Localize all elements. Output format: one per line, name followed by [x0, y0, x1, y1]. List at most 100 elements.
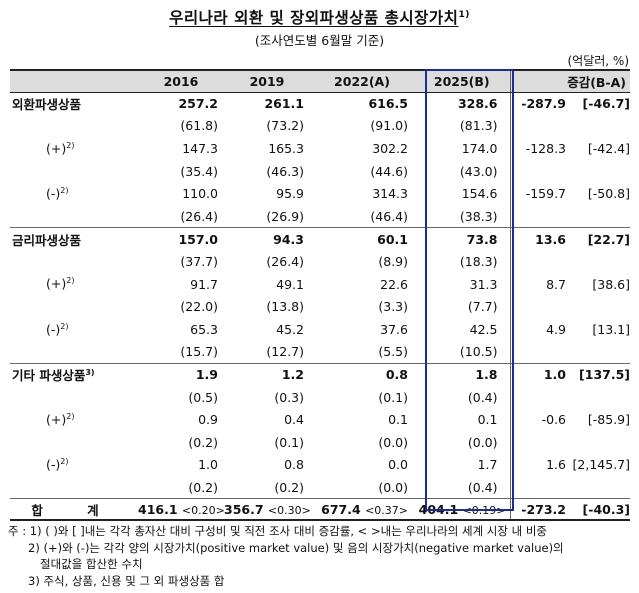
cell-pct [568, 431, 630, 454]
table-row: (26.4) (26.9) (46.4) (38.3) [10, 204, 631, 229]
cell-2016: (35.4) [180, 163, 218, 179]
header-change: 증감(B-A) [509, 69, 631, 93]
cell-diff [509, 159, 568, 183]
cell-2019: (26.4) [266, 253, 304, 269]
cell-2025: 1.8 [475, 367, 498, 383]
total-2022-share: <0.37> [365, 503, 408, 517]
cell-2016: (26.4) [138, 204, 224, 229]
cell-pct [568, 160, 630, 183]
cell-2016: 157.0 [178, 231, 218, 247]
row-label-footnote-mark: 2) [66, 140, 75, 150]
total-2025: 404.1 <0.19> [414, 498, 510, 522]
cell-2022: (0.0) [310, 476, 414, 500]
cell-2016: (0.2) [188, 434, 218, 450]
page-title: 우리나라 외환 및 장외파생상품 총시장가치1) [0, 6, 639, 28]
cell-diff: 13.6 [509, 227, 568, 251]
cell-2016: 0.9 [198, 412, 218, 428]
table-row: (61.8) (73.2) (91.0) (81.3) [10, 114, 630, 138]
cell-2025: (0.0) [467, 434, 498, 450]
row-label: 기타 파생상품3) [10, 363, 138, 386]
cell-2016: 257.2 [178, 96, 218, 112]
header-2025: 2025(B) [414, 69, 510, 93]
cell-diff [509, 476, 568, 500]
cell-2016: (0.5) [188, 389, 218, 405]
cell-2022: (5.5) [310, 340, 414, 364]
cell-2022: 616.5 [368, 96, 408, 112]
cell-2025: (0.4) [467, 389, 498, 405]
cell-pct [568, 295, 630, 318]
row-label: 외환파생상품 [10, 92, 138, 115]
row-label-text: (-) [46, 457, 61, 473]
cell-2025: 1.7 [477, 457, 498, 473]
cell-2025: 42.5 [469, 321, 498, 337]
cell-2022: 302.2 [372, 140, 408, 156]
cell-2022: 0.1 [388, 412, 408, 428]
cell-2019: 94.3 [273, 231, 304, 247]
table-row: (15.7) (12.7) (5.5) (10.5) [10, 340, 631, 364]
total-2022: 677.4 <0.37> [310, 498, 414, 522]
cell-2019: 165.3 [268, 140, 304, 156]
cell-2025: 0.1 [477, 412, 498, 428]
cell-diff [509, 340, 568, 364]
cell-2022: (8.9) [378, 253, 408, 269]
row-label-footnote-mark: 3) [85, 368, 95, 378]
row-label-footnote-mark: 2) [60, 186, 69, 196]
cell-2016: 91.7 [190, 276, 218, 292]
cell-2022: 22.6 [380, 276, 408, 292]
cell-diff [509, 114, 568, 138]
header-2016: 2016 [138, 69, 224, 93]
row-label-text: (+) [46, 276, 67, 292]
cell-2019: (0.3) [274, 389, 304, 405]
row-label-footnote-mark: 2) [66, 412, 75, 422]
cell-pct [568, 386, 630, 409]
cell-pct: [2,145.7] [572, 457, 631, 473]
cell-2016: 1.0 [198, 457, 218, 473]
cell-2019: (73.2) [266, 118, 304, 134]
cell-2019: 95.9 [276, 186, 304, 202]
row-label: (-)2) [10, 454, 138, 477]
row-label [10, 160, 138, 183]
footnotes: 주 : 1) ( )와 [ ]내는 각각 총자산 대비 구성비 및 직전 조사 … [8, 523, 564, 589]
cell-diff: 1.6 [509, 453, 568, 477]
cell-diff: -128.3 [509, 137, 568, 160]
total-2022-value: 677.4 [321, 501, 361, 517]
header-row: 2016 2019 2022(A) 2025(B) 증감(B-A) [10, 69, 631, 93]
cell-2022: 37.6 [380, 321, 408, 337]
cell-2019: (13.8) [266, 299, 304, 315]
page-subtitle: (조사연도별 6월말 기준) [254, 33, 385, 48]
cell-2019: 45.2 [276, 321, 304, 337]
cell-2016: (0.2) [138, 476, 224, 500]
cell-2025: (43.0) [459, 163, 498, 179]
cell-2016: 147.3 [182, 140, 218, 156]
cell-diff: 8.7 [509, 272, 568, 296]
total-2016-share: <0.20> [181, 503, 225, 517]
cell-pct: [22.7] [587, 231, 631, 247]
row-label-footnote-mark: 2) [66, 276, 75, 286]
row-label: (+)2) [10, 408, 138, 431]
cell-2016: (22.0) [180, 299, 218, 315]
cell-2022: 0.0 [388, 457, 408, 473]
cell-pct: [137.5] [579, 367, 631, 383]
cell-pct [568, 476, 631, 500]
row-label-text: 금리파생상품 [12, 232, 82, 248]
cell-2025: 154.6 [461, 186, 498, 202]
cell-diff [509, 250, 568, 273]
table-row: 외환파생상품 257.2 261.1 616.5 328.6 -287.9 [-46.7] [10, 92, 630, 115]
row-label [10, 250, 138, 273]
row-label: (+)2) [10, 273, 138, 296]
cell-pct: [-42.4] [587, 140, 631, 156]
row-label: 금리파생상품 [10, 228, 138, 251]
cell-2019: (0.1) [274, 434, 304, 450]
cell-2025: 73.8 [466, 231, 498, 247]
cell-diff: -287.9 [509, 92, 568, 115]
cell-2025: (18.3) [459, 253, 498, 269]
cell-2022: 60.1 [377, 231, 408, 247]
row-label-text: (+) [46, 412, 67, 428]
cell-pct: [13.1] [592, 321, 631, 337]
row-label: (-)2) [10, 182, 138, 205]
row-label [10, 204, 138, 229]
table-row: (22.0) (13.8) (3.3) (7.7) [10, 295, 630, 318]
total-2025-share: <0.19> [462, 503, 506, 517]
cell-2016: (37.7) [180, 253, 218, 269]
footnote-2-cont: 절대값을 합산한 수치 [40, 557, 143, 571]
